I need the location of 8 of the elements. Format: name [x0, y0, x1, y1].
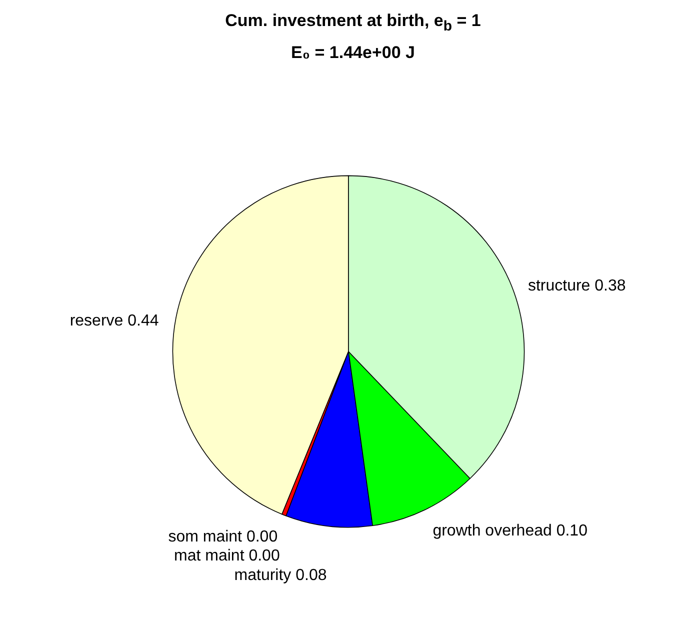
chart-title: Cum. investment at birth, e$_{b}$ = 1	[224, 10, 482, 36]
chart-subtitle: E₀ = 1.44e+00 J	[290, 42, 416, 64]
slice-label: structure 0.38	[528, 278, 626, 295]
slice-label: growth overhead 0.10	[432, 522, 588, 540]
slice-label: maturity 0.08	[234, 566, 327, 584]
slice-label: reserve 0.44	[70, 312, 159, 330]
slice-label: som maint 0.00	[168, 528, 278, 546]
category-label: mat maint 0.00	[174, 548, 280, 565]
